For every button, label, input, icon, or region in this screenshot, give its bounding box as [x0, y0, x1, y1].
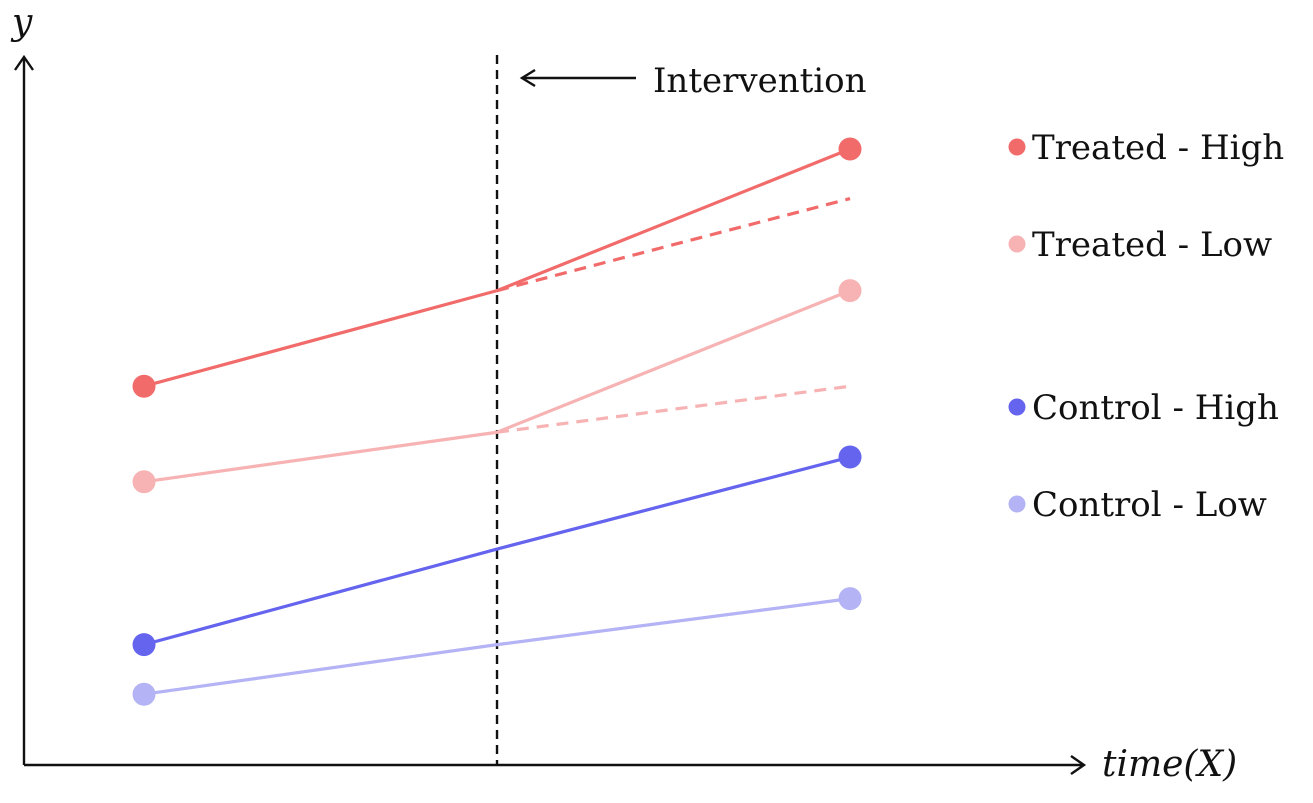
legend: Treated - High Treated - Low Control - Hig…: [1008, 128, 1284, 525]
legend-swatch: [1008, 495, 1026, 513]
y-axis-label: y: [10, 2, 33, 43]
legend-swatch: [1008, 398, 1026, 416]
series-treated-high: [132, 137, 862, 398]
legend-item-control-high: Control - High: [1008, 388, 1279, 428]
counterfactual-line-treated-low: [496, 384, 851, 434]
legend-label: Control - Low: [1032, 485, 1267, 525]
legend-item-treated-low: Treated - Low: [1008, 225, 1272, 265]
x-axis-label: time(X): [1102, 744, 1237, 785]
data-point-control-low: [838, 587, 862, 611]
legend-swatch: [1008, 235, 1026, 253]
series-line-control-high: [143, 455, 851, 647]
legend-label: Control - High: [1032, 388, 1279, 428]
data-point-control-high: [132, 633, 156, 657]
y-axis-arrowhead: [14, 54, 34, 71]
series-treated-low: [132, 279, 862, 494]
intervention-label: Intervention: [653, 61, 867, 101]
legend-label: Treated - Low: [1032, 225, 1272, 265]
x-axis-arrowhead: [1070, 755, 1087, 775]
legend-item-control-low: Control - Low: [1008, 485, 1267, 525]
series-line-control-low: [143, 597, 851, 696]
axes: time(X) y: [10, 2, 1237, 785]
intervention-arrowhead: [519, 68, 536, 88]
series-layer: [132, 137, 862, 706]
data-point-treated-low: [132, 470, 156, 494]
legend-label: Treated - High: [1032, 128, 1284, 168]
data-point-treated-high: [132, 374, 156, 398]
legend-swatch: [1008, 138, 1026, 156]
legend-item-treated-high: Treated - High: [1008, 128, 1284, 168]
series-control-low: [132, 587, 862, 706]
data-point-control-high: [838, 445, 862, 469]
intervention-marker: Intervention: [495, 55, 867, 765]
data-point-control-low: [132, 682, 156, 706]
counterfactual-line-treated-high: [496, 197, 851, 293]
data-point-treated-high: [838, 137, 862, 161]
series-control-high: [132, 445, 862, 657]
data-point-treated-low: [838, 279, 862, 303]
